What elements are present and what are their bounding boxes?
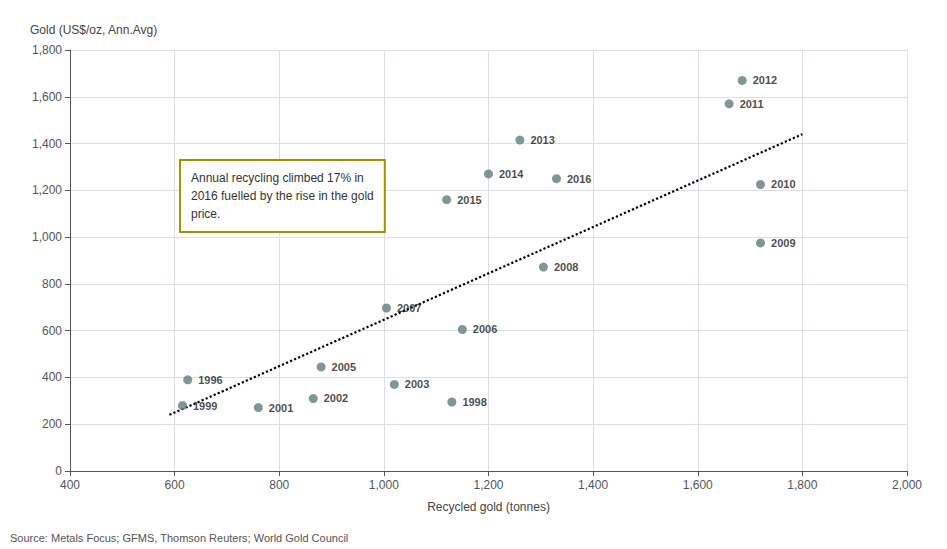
svg-text:2007: 2007	[397, 302, 421, 314]
svg-text:2016: 2016	[567, 173, 591, 185]
svg-text:2016 fuelled by the rise in th: 2016 fuelled by the rise in the gold	[191, 189, 374, 203]
svg-text:2001: 2001	[269, 402, 293, 414]
svg-text:1,000: 1,000	[32, 230, 62, 244]
svg-text:800: 800	[42, 277, 62, 291]
svg-text:Recycled gold (tonnes): Recycled gold (tonnes)	[427, 500, 550, 514]
svg-text:2012: 2012	[753, 74, 777, 86]
svg-text:2013: 2013	[530, 134, 554, 146]
svg-text:600: 600	[165, 478, 185, 492]
svg-text:Source: Metals Focus; GFMS, Th: Source: Metals Focus; GFMS, Thomson Reut…	[10, 532, 348, 544]
svg-text:1,200: 1,200	[32, 183, 62, 197]
svg-text:800: 800	[269, 478, 289, 492]
svg-text:1,800: 1,800	[787, 478, 817, 492]
svg-text:2008: 2008	[554, 261, 578, 273]
svg-text:1998: 1998	[462, 396, 486, 408]
svg-text:1,800: 1,800	[32, 43, 62, 57]
svg-text:1,400: 1,400	[578, 478, 608, 492]
svg-text:1,600: 1,600	[32, 90, 62, 104]
svg-text:1,200: 1,200	[473, 478, 503, 492]
svg-text:2003: 2003	[405, 378, 429, 390]
svg-text:2009: 2009	[771, 237, 795, 249]
svg-text:1,600: 1,600	[683, 478, 713, 492]
svg-text:400: 400	[60, 478, 80, 492]
svg-text:2015: 2015	[457, 194, 481, 206]
svg-text:2005: 2005	[332, 361, 356, 373]
svg-text:2010: 2010	[771, 178, 795, 190]
svg-text:200: 200	[42, 417, 62, 431]
svg-text:2002: 2002	[324, 392, 348, 404]
svg-text:400: 400	[42, 370, 62, 384]
svg-text:price.: price.	[191, 207, 220, 221]
svg-text:2011: 2011	[740, 98, 764, 110]
svg-text:1999: 1999	[193, 400, 217, 412]
svg-text:Annual recycling climbed 17% i: Annual recycling climbed 17% in	[191, 171, 364, 185]
svg-text:600: 600	[42, 324, 62, 338]
svg-text:0: 0	[55, 464, 62, 478]
svg-text:2006: 2006	[473, 323, 497, 335]
svg-text:Gold (US$/oz, Ann.Avg): Gold (US$/oz, Ann.Avg)	[30, 23, 157, 37]
svg-text:1,400: 1,400	[32, 137, 62, 151]
svg-text:2014: 2014	[499, 168, 524, 180]
svg-text:1996: 1996	[198, 374, 222, 386]
svg-text:1,000: 1,000	[369, 478, 399, 492]
svg-text:2,000: 2,000	[892, 478, 922, 492]
